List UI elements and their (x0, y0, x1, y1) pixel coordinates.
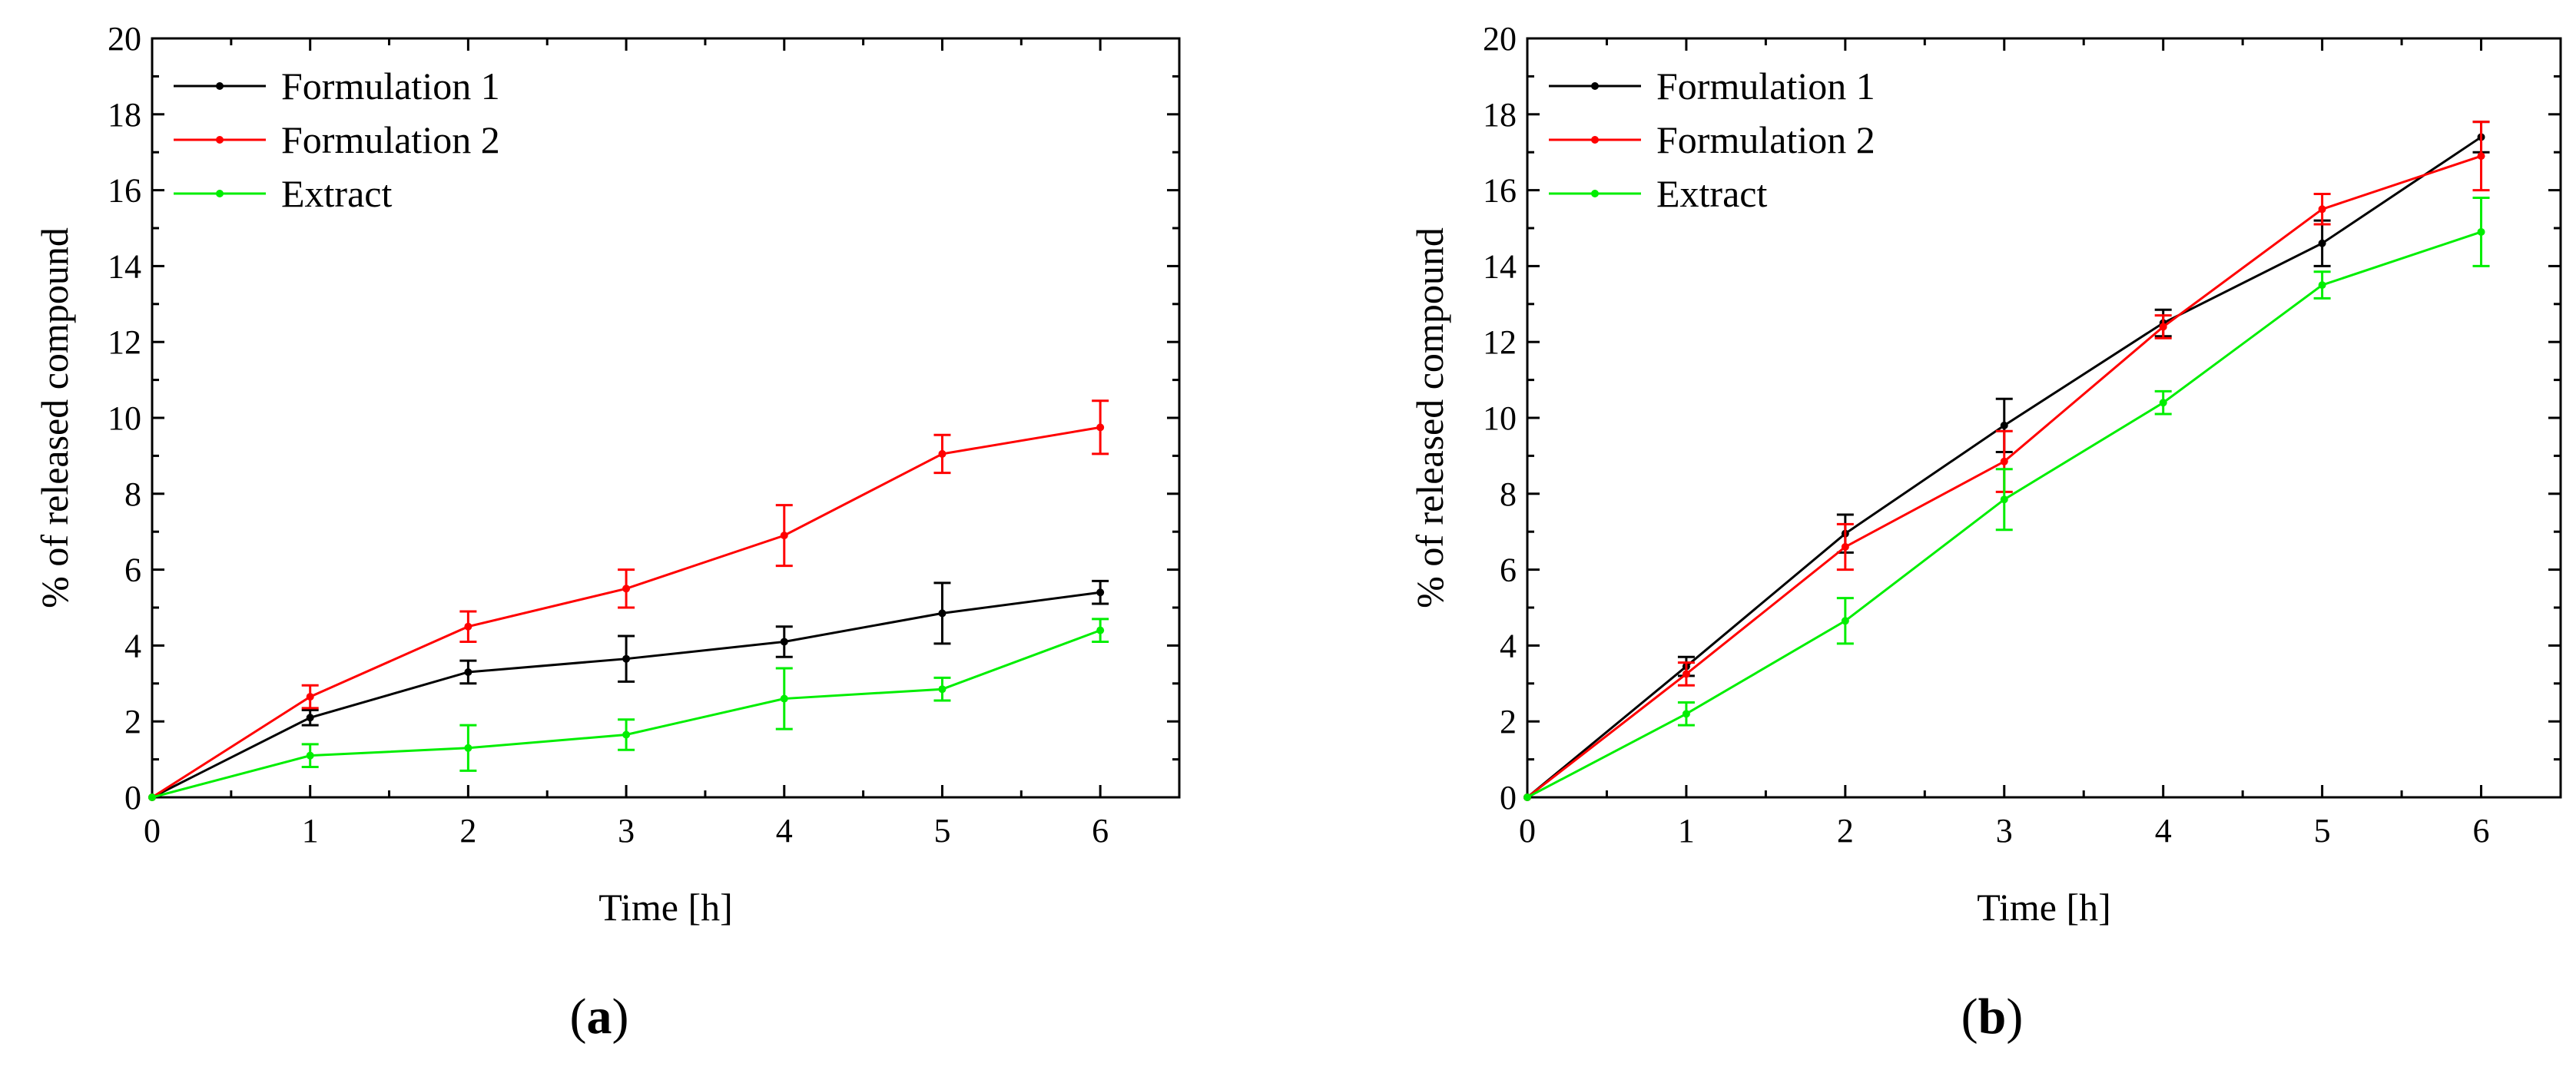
y-tick-label: 16 (1483, 172, 1517, 210)
series-extract (148, 618, 1109, 801)
data-point (1096, 588, 1105, 597)
y-tick-label: 14 (108, 247, 141, 285)
y-tick-label: 18 (108, 96, 141, 134)
data-point (306, 751, 314, 760)
data-point (622, 585, 631, 593)
y-tick-label: 18 (1483, 96, 1517, 134)
data-point (2318, 205, 2326, 214)
y-tick-label: 16 (108, 172, 141, 210)
data-point (1523, 793, 1531, 801)
data-point (622, 654, 631, 663)
legend: Formulation 1 Formulation 2 Extract (174, 65, 500, 215)
data-point (2159, 323, 2167, 331)
data-point (780, 694, 788, 703)
legend-marker (216, 82, 224, 90)
y-tick-label: 4 (1500, 627, 1517, 664)
x-tick-label: 6 (1092, 812, 1109, 850)
legend-label: Formulation 2 (281, 118, 500, 161)
x-tick-label: 2 (1837, 812, 1854, 850)
series-line (151, 591, 1101, 799)
x-tick-label: 3 (618, 812, 635, 850)
data-point (1096, 626, 1105, 634)
data-point (2477, 152, 2485, 161)
data-point (464, 622, 472, 631)
data-point (938, 449, 947, 458)
data-point (464, 668, 472, 676)
panel-label: (b) (1961, 989, 2024, 1045)
x-tick-label: 1 (302, 812, 319, 850)
legend-marker (216, 190, 224, 197)
legend-label: Extract (1656, 172, 1767, 215)
data-point (1682, 670, 1690, 678)
data-point (1096, 423, 1105, 432)
y-tick-label: 10 (108, 399, 141, 437)
series-extract (1523, 196, 2490, 801)
legend: Formulation 1 Formulation 2 Extract (1549, 65, 1875, 215)
data-point (2318, 281, 2326, 290)
data-point (1841, 542, 1849, 551)
y-tick-label: 4 (124, 627, 141, 664)
x-tick-label: 0 (1519, 812, 1536, 850)
y-tick-label: 2 (1500, 703, 1517, 740)
x-tick-label: 0 (144, 812, 161, 850)
panel-label: (a) (570, 989, 629, 1045)
data-point (622, 730, 631, 739)
data-point (2477, 227, 2485, 236)
series-formulation-2 (1523, 121, 2490, 801)
y-tick-label: 6 (1500, 552, 1517, 589)
legend-label: Extract (281, 172, 392, 215)
y-tick-label: 6 (124, 552, 141, 589)
x-tick-label: 1 (1678, 812, 1695, 850)
series-formulation-1 (148, 579, 1109, 801)
series-formulation-2 (148, 399, 1109, 801)
x-tick-label: 5 (933, 812, 950, 850)
data-point (938, 685, 947, 694)
data-point (2000, 421, 2008, 429)
x-axis-title: Time [h] (1977, 886, 2111, 929)
x-tick-label: 2 (459, 812, 476, 850)
y-tick-label: 14 (1483, 247, 1517, 285)
y-tick-label: 20 (108, 20, 141, 58)
data-point (2000, 457, 2008, 465)
data-point (306, 714, 314, 722)
data-point (1682, 710, 1690, 718)
y-tick-label: 20 (1483, 20, 1517, 58)
data-point (464, 744, 472, 752)
y-tick-label: 0 (1500, 779, 1517, 817)
x-tick-label: 5 (2314, 812, 2331, 850)
data-point (938, 609, 947, 618)
y-tick-label: 0 (124, 779, 141, 817)
x-tick-label: 4 (776, 812, 793, 850)
legend-marker (1591, 190, 1599, 197)
data-point (2000, 495, 2008, 504)
legend-marker (1591, 82, 1599, 90)
data-point (2318, 239, 2326, 247)
y-tick-label: 8 (1500, 475, 1517, 513)
y-axis-title: % of released compound (1408, 227, 1451, 608)
x-axis-title: Time [h] (598, 886, 733, 929)
data-point (148, 793, 156, 801)
legend-marker (1591, 136, 1599, 144)
legend-label: Formulation 1 (281, 65, 500, 108)
y-tick-label: 12 (108, 323, 141, 361)
x-tick-label: 3 (1996, 812, 2013, 850)
y-tick-label: 10 (1483, 399, 1517, 437)
data-point (780, 532, 788, 540)
x-tick-label: 4 (2155, 812, 2172, 850)
y-tick-label: 12 (1483, 323, 1517, 361)
y-tick-label: 2 (124, 703, 141, 740)
legend-label: Formulation 2 (1656, 118, 1875, 161)
data-point (2159, 399, 2167, 407)
x-tick-label: 6 (2473, 812, 2490, 850)
data-point (780, 638, 788, 646)
y-tick-label: 8 (124, 475, 141, 513)
data-point (306, 693, 314, 701)
data-point (1841, 617, 1849, 625)
y-axis-title: % of released compound (33, 227, 76, 608)
legend-label: Formulation 1 (1656, 65, 1875, 108)
legend-marker (216, 136, 224, 144)
